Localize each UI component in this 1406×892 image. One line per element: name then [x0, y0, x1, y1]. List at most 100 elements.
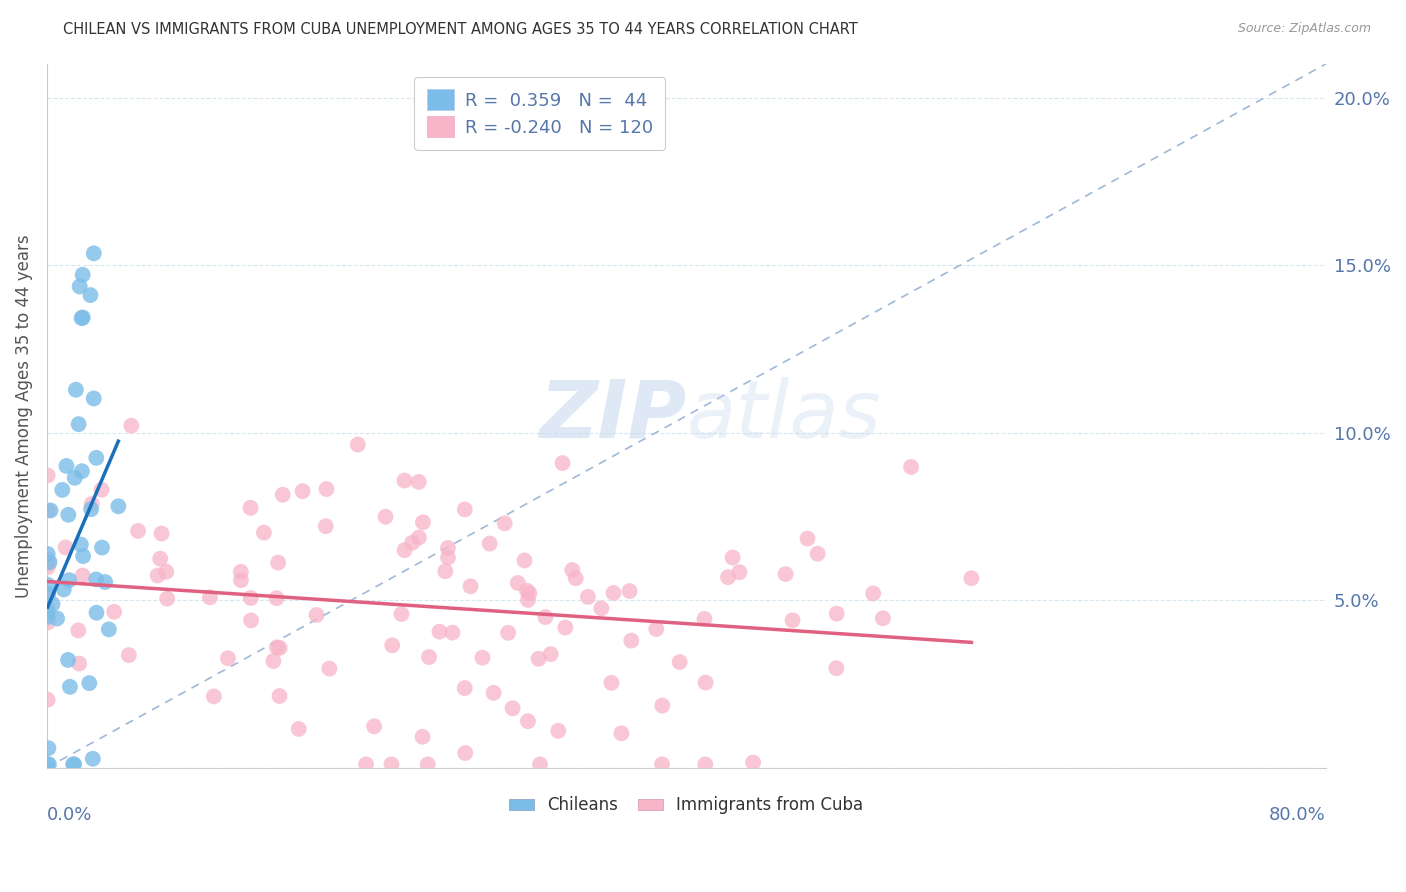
- Immigrants from Cuba: [825, 607, 848, 621]
- Immigrants from Cuba: [266, 591, 288, 606]
- Chileans: [79, 676, 101, 690]
- Immigrants from Cuba: [540, 647, 562, 661]
- Immigrants from Cuba: [416, 757, 439, 772]
- Immigrants from Cuba: [742, 756, 765, 770]
- Immigrants from Cuba: [412, 730, 434, 744]
- Immigrants from Cuba: [600, 675, 623, 690]
- Immigrants from Cuba: [534, 610, 557, 624]
- Immigrants from Cuba: [471, 650, 494, 665]
- Immigrants from Cuba: [728, 566, 751, 580]
- Immigrants from Cuba: [437, 550, 460, 565]
- Immigrants from Cuba: [429, 624, 451, 639]
- Immigrants from Cuba: [229, 573, 252, 587]
- Immigrants from Cuba: [408, 531, 430, 545]
- Chileans: [72, 268, 94, 282]
- Immigrants from Cuba: [651, 757, 673, 772]
- Chileans: [39, 503, 62, 517]
- Chileans: [65, 383, 87, 397]
- Immigrants from Cuba: [460, 579, 482, 593]
- Immigrants from Cuba: [782, 613, 804, 627]
- Chileans: [83, 246, 105, 260]
- Immigrants from Cuba: [37, 692, 59, 706]
- Immigrants from Cuba: [412, 515, 434, 529]
- Immigrants from Cuba: [156, 591, 179, 606]
- Immigrants from Cuba: [529, 757, 551, 772]
- Text: atlas: atlas: [686, 377, 882, 455]
- Immigrants from Cuba: [118, 648, 141, 662]
- Chileans: [63, 471, 86, 485]
- Immigrants from Cuba: [564, 571, 586, 585]
- Immigrants from Cuba: [554, 621, 576, 635]
- Immigrants from Cuba: [146, 568, 169, 582]
- Immigrants from Cuba: [551, 456, 574, 470]
- Immigrants from Cuba: [72, 568, 94, 582]
- Immigrants from Cuba: [37, 468, 59, 483]
- Chileans: [80, 502, 103, 516]
- Immigrants from Cuba: [391, 607, 413, 621]
- Immigrants from Cuba: [380, 757, 402, 772]
- Immigrants from Cuba: [775, 567, 797, 582]
- Text: ZIP: ZIP: [538, 377, 686, 455]
- Chileans: [56, 653, 79, 667]
- Immigrants from Cuba: [441, 625, 464, 640]
- Immigrants from Cuba: [37, 589, 59, 603]
- Immigrants from Cuba: [502, 701, 524, 715]
- Immigrants from Cuba: [437, 541, 460, 555]
- Text: 80.0%: 80.0%: [1270, 806, 1326, 824]
- Immigrants from Cuba: [478, 536, 501, 550]
- Immigrants from Cuba: [494, 516, 516, 531]
- Text: CHILEAN VS IMMIGRANTS FROM CUBA UNEMPLOYMENT AMONG AGES 35 TO 44 YEARS CORRELATI: CHILEAN VS IMMIGRANTS FROM CUBA UNEMPLOY…: [63, 22, 858, 37]
- Chileans: [51, 483, 73, 497]
- Immigrants from Cuba: [900, 459, 922, 474]
- Chileans: [52, 582, 75, 597]
- Immigrants from Cuba: [454, 502, 477, 516]
- Chileans: [37, 577, 59, 591]
- Immigrants from Cuba: [202, 690, 225, 704]
- Immigrants from Cuba: [266, 640, 288, 655]
- Immigrants from Cuba: [547, 723, 569, 738]
- Immigrants from Cuba: [363, 719, 385, 733]
- Chileans: [37, 606, 59, 620]
- Immigrants from Cuba: [394, 474, 416, 488]
- Immigrants from Cuba: [262, 654, 284, 668]
- Chileans: [67, 417, 90, 431]
- Immigrants from Cuba: [513, 553, 536, 567]
- Immigrants from Cuba: [318, 662, 340, 676]
- Chileans: [91, 541, 114, 555]
- Immigrants from Cuba: [825, 661, 848, 675]
- Immigrants from Cuba: [305, 607, 328, 622]
- Immigrants from Cuba: [37, 552, 59, 566]
- Immigrants from Cuba: [287, 722, 309, 736]
- Immigrants from Cuba: [454, 746, 477, 760]
- Immigrants from Cuba: [602, 586, 624, 600]
- Immigrants from Cuba: [527, 652, 550, 666]
- Chileans: [41, 597, 63, 611]
- Chileans: [94, 574, 117, 589]
- Immigrants from Cuba: [198, 591, 221, 605]
- Chileans: [97, 623, 120, 637]
- Immigrants from Cuba: [374, 509, 396, 524]
- Immigrants from Cuba: [796, 532, 818, 546]
- Immigrants from Cuba: [239, 500, 262, 515]
- Chileans: [83, 392, 105, 406]
- Chileans: [63, 757, 86, 772]
- Chileans: [72, 310, 94, 325]
- Immigrants from Cuba: [149, 551, 172, 566]
- Immigrants from Cuba: [695, 757, 717, 772]
- Chileans: [37, 757, 59, 772]
- Chileans: [82, 752, 104, 766]
- Immigrants from Cuba: [37, 601, 59, 615]
- Immigrants from Cuba: [862, 586, 884, 600]
- Immigrants from Cuba: [651, 698, 673, 713]
- Chileans: [55, 458, 77, 473]
- Immigrants from Cuba: [120, 418, 142, 433]
- Chileans: [37, 587, 59, 601]
- Immigrants from Cuba: [271, 488, 294, 502]
- Immigrants from Cuba: [960, 571, 983, 585]
- Immigrants from Cuba: [253, 525, 276, 540]
- Chileans: [62, 757, 84, 772]
- Immigrants from Cuba: [496, 625, 519, 640]
- Immigrants from Cuba: [517, 593, 540, 607]
- Text: 0.0%: 0.0%: [46, 806, 93, 824]
- Immigrants from Cuba: [239, 591, 262, 605]
